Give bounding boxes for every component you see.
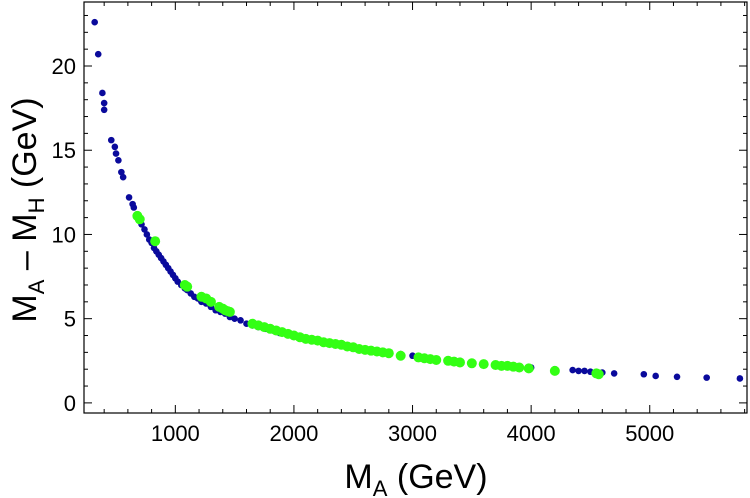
y-axis-title-main1: M: [6, 294, 44, 322]
y-axis-ticks: 0 5 10 15 20: [52, 14, 747, 416]
highlighted-data-point: [224, 306, 235, 317]
data-point: [736, 375, 744, 382]
y-axis-title-unit: (GeV): [6, 97, 44, 197]
data-point: [100, 99, 108, 107]
x-tick-label: 4000: [507, 421, 556, 446]
data-point: [575, 367, 582, 375]
data-point: [703, 374, 710, 381]
highlighted-data-point: [454, 357, 465, 368]
y-tick-label: 5: [64, 307, 76, 332]
y-axis-title: MA – MH (GeV): [6, 97, 49, 322]
x-tick-label: 3000: [388, 421, 437, 446]
data-point: [130, 204, 138, 211]
data-point: [119, 173, 127, 181]
data-points: [91, 18, 744, 382]
series-highlighted-points: [132, 210, 604, 380]
y-axis-title-main2: M: [6, 213, 44, 241]
x-tick-label: 1000: [151, 421, 200, 446]
data-point: [640, 370, 648, 378]
x-tick-label: 5000: [625, 421, 674, 446]
y-tick-label: 15: [52, 138, 76, 163]
plot-border: [83, 1, 748, 414]
x-axis-title: MA (GeV): [344, 458, 487, 498]
y-tick-label: 0: [64, 391, 76, 416]
highlighted-data-point: [478, 359, 489, 370]
highlighted-data-point: [523, 363, 534, 374]
data-point: [107, 136, 115, 144]
data-point: [143, 231, 151, 238]
highlighted-data-point: [134, 214, 145, 225]
data-point: [99, 89, 106, 97]
highlighted-data-point: [431, 354, 442, 365]
data-point: [673, 373, 681, 381]
data-point: [100, 106, 108, 114]
highlighted-data-point: [395, 350, 406, 361]
highlighted-data-point: [182, 281, 193, 292]
data-point: [237, 317, 244, 324]
x-tick-label: 2000: [269, 421, 318, 446]
data-point: [118, 168, 125, 176]
highlighted-data-point: [549, 365, 560, 376]
series-all-points: [91, 18, 744, 382]
data-point: [581, 367, 588, 375]
data-point: [125, 194, 133, 201]
x-axis-title-main: M: [344, 458, 372, 496]
y-tick-label: 10: [52, 222, 76, 247]
plot-frame: [83, 1, 748, 414]
y-axis-title-sep: –: [6, 242, 44, 280]
highlighted-data-point: [466, 358, 477, 369]
y-axis-title-sub1: A: [24, 279, 49, 294]
data-point: [141, 226, 148, 233]
data-point: [94, 50, 102, 58]
highlighted-data-point: [383, 348, 394, 359]
data-point: [610, 370, 618, 377]
highlighted-data-point: [205, 296, 216, 307]
y-tick-label: 20: [52, 54, 76, 79]
data-point: [91, 18, 98, 26]
x-axis-title-sub: A: [373, 476, 388, 498]
highlighted-data-point: [593, 369, 604, 380]
data-point: [231, 315, 238, 322]
data-point: [112, 150, 120, 157]
data-point: [652, 372, 659, 380]
highlighted-data-point: [150, 236, 161, 247]
data-point: [569, 366, 576, 374]
data-point: [111, 143, 119, 151]
highlighted-data-point: [514, 362, 525, 373]
y-axis-title-sub2: H: [24, 198, 49, 214]
x-axis-title-unit: (GeV): [387, 458, 487, 496]
data-point: [115, 157, 122, 164]
x-axis-ticks: 1000 2000 3000 4000 5000: [103, 2, 746, 446]
